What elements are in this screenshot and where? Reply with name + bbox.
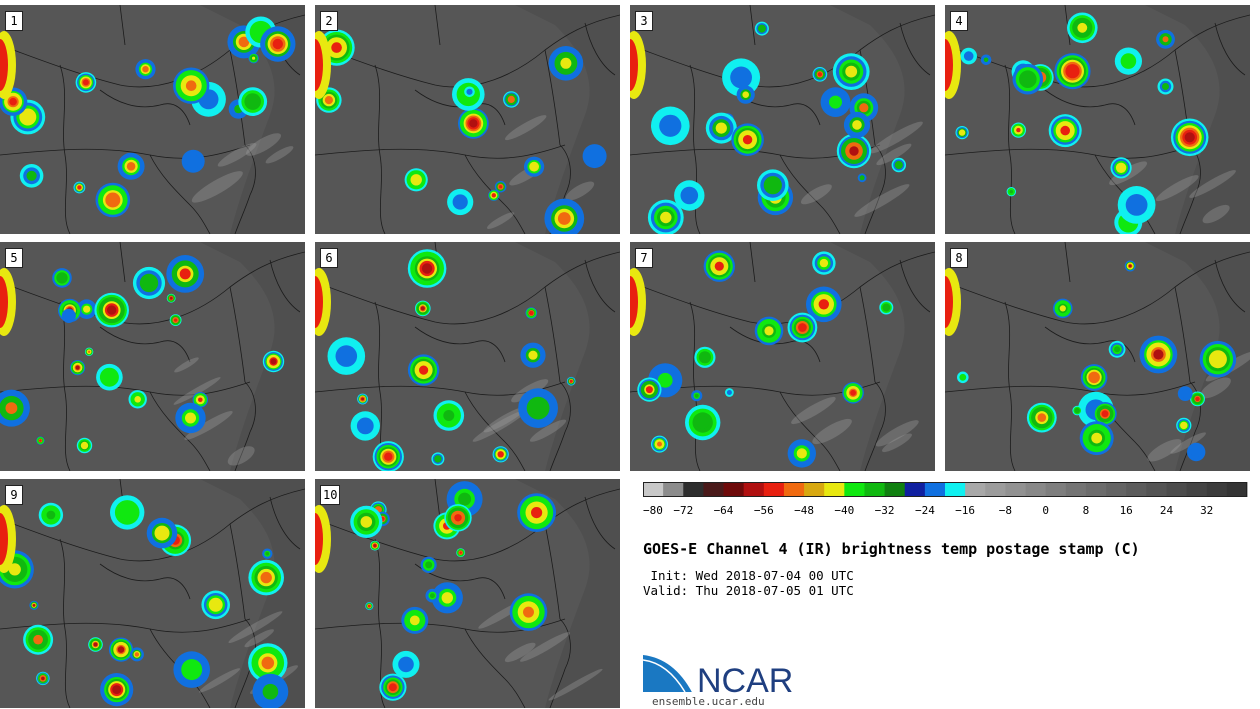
colorbar-tick-label: −48	[794, 504, 814, 517]
satellite-map	[945, 5, 1250, 234]
colorbar-bin	[824, 482, 845, 497]
stamp-panel-1: 1	[0, 5, 305, 234]
colorbar-bin	[804, 482, 825, 497]
stamp-panel-2: 2	[315, 5, 620, 234]
colorbar-tick-label: 24	[1160, 504, 1174, 517]
panel-number: 6	[320, 248, 338, 268]
colorbar-tick-label: −56	[754, 504, 774, 517]
satellite-map	[315, 242, 620, 471]
figure-title: GOES-E Channel 4 (IR) brightness temp po…	[643, 540, 1140, 558]
colorbar-bin	[945, 482, 966, 497]
colorbar-bin	[1045, 482, 1067, 497]
colorbar-bin	[1186, 482, 1208, 497]
stamp-panel-4: 4	[945, 5, 1250, 234]
colorbar-tick-label: −72	[673, 504, 693, 517]
colorbar-tick-label: −80	[643, 504, 663, 517]
colorbar-bin	[924, 482, 946, 497]
panel-number: 9	[5, 485, 23, 505]
satellite-map	[0, 479, 305, 708]
valid-time: Valid: Thu 2018-07-05 01 UTC	[643, 583, 854, 598]
satellite-map	[630, 242, 935, 471]
colorbar-bin	[643, 482, 664, 497]
panel-number: 5	[5, 248, 23, 268]
colorbar-tick-label: 16	[1120, 504, 1133, 517]
colorbar-tick-label: −40	[834, 504, 854, 517]
colorbar-bin	[1025, 482, 1047, 497]
logo-url: ensemble.ucar.edu	[652, 695, 765, 708]
satellite-map	[945, 242, 1250, 471]
colorbar-tick-label: 32	[1200, 504, 1213, 517]
colorbar-bin	[1005, 482, 1026, 497]
colorbar-bin	[1106, 482, 1127, 497]
colorbar: −80 −72 −64 −56 −48 −40 −32 −24 −16 −8 0 8 16 24 32	[643, 482, 1248, 517]
panel-number: 2	[320, 11, 338, 31]
colorbar-tick-label: −8	[999, 504, 1012, 517]
colorbar-bin	[1146, 482, 1167, 497]
colorbar-bin	[763, 482, 785, 497]
colorbar-outline	[643, 482, 1247, 497]
satellite-map	[630, 5, 935, 234]
stamp-panel-9: 9	[0, 479, 305, 708]
satellite-map	[315, 479, 620, 708]
colorbar-bin	[663, 482, 684, 497]
satellite-map	[315, 5, 620, 234]
init-time: Init: Wed 2018-07-04 00 UTC	[643, 568, 854, 583]
colorbar-tick-label: 0	[1042, 504, 1049, 517]
panel-number: 4	[950, 11, 968, 31]
stamp-panel-5: 5	[0, 242, 305, 471]
stamp-panel-6: 6	[315, 242, 620, 471]
colorbar-bin	[743, 482, 765, 497]
colorbar-bin	[884, 482, 906, 497]
colorbar-bin	[1065, 482, 1087, 497]
colorbar-bin	[1085, 482, 1107, 497]
colorbar-bin	[965, 482, 986, 497]
satellite-map	[0, 242, 305, 471]
colorbar-tick-label: −64	[714, 504, 734, 517]
stamp-panel-10: 10	[315, 479, 620, 708]
ncar-logo: NCAR	[643, 653, 793, 694]
stamp-panel-8: 8	[945, 242, 1250, 471]
colorbar-bin	[703, 482, 724, 497]
colorbar-bin	[1226, 482, 1248, 497]
colorbar-bin	[683, 482, 704, 497]
colorbar-tick-label: −16	[955, 504, 975, 517]
colorbar-bin	[904, 482, 926, 497]
panel-number: 10	[320, 485, 341, 505]
panel-number: 7	[635, 248, 653, 268]
panel-number: 1	[5, 11, 23, 31]
satellite-map	[0, 5, 305, 234]
colorbar-bin	[1166, 482, 1187, 497]
colorbar-bin	[783, 482, 805, 497]
colorbar-bin	[864, 482, 885, 497]
panel-number: 8	[950, 248, 968, 268]
ncar-logo-wordmark: NCAR	[697, 662, 793, 694]
colorbar-tick-label: −32	[875, 504, 895, 517]
colorbar-tick-label: −24	[915, 504, 935, 517]
colorbar-tick-label: 8	[1083, 504, 1090, 517]
colorbar-bin	[985, 482, 1006, 497]
colorbar-bin	[1126, 482, 1147, 497]
panel-number: 3	[635, 11, 653, 31]
colorbar-bin	[1206, 482, 1228, 497]
stamp-panel-3: 3	[630, 5, 935, 234]
colorbar-bin	[723, 482, 745, 497]
stamp-panel-7: 7	[630, 242, 935, 471]
colorbar-bin	[844, 482, 865, 497]
